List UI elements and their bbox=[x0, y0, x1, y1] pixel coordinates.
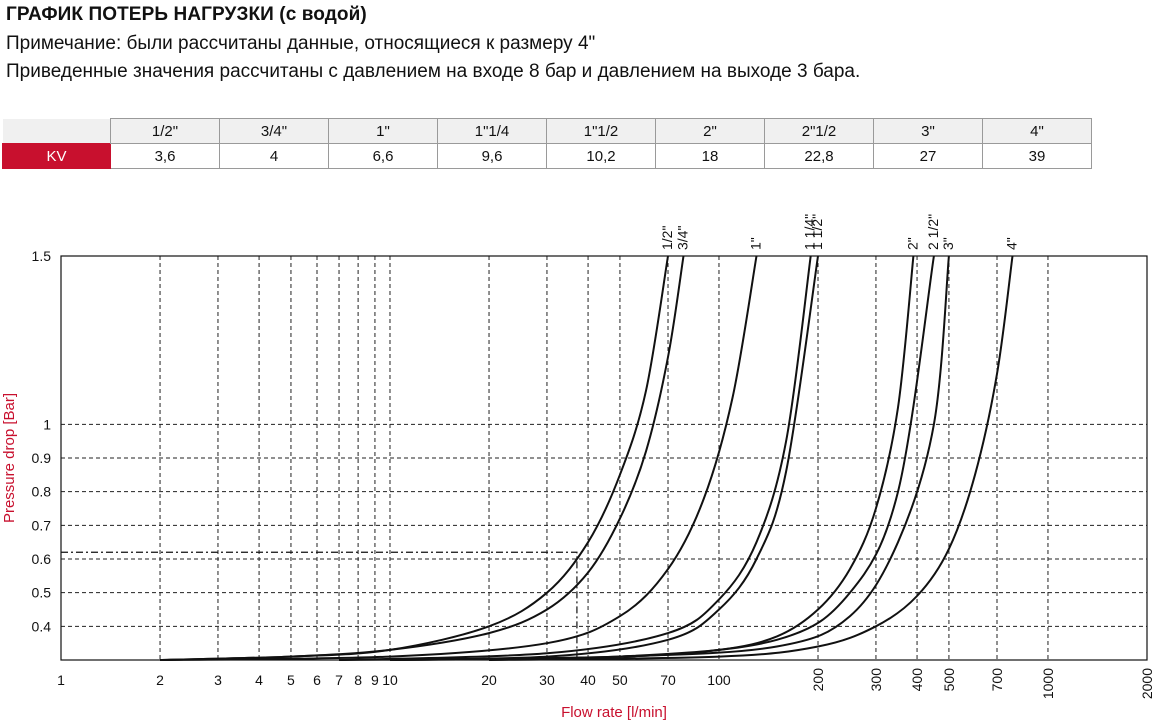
kv-value-cell: 22,8 bbox=[764, 143, 874, 169]
x-tick-label: 5 bbox=[287, 672, 295, 688]
series-label: 3" bbox=[940, 237, 956, 250]
page-title: ГРАФИК ПОТЕРЬ НАГРУЗКИ (с водой) bbox=[6, 4, 367, 25]
x-tick-label: 9 bbox=[371, 672, 379, 688]
kv-size-cell: 4" bbox=[982, 118, 1092, 144]
x-tick-label: 40 bbox=[580, 672, 596, 688]
kv-value-cell: 9,6 bbox=[437, 143, 547, 169]
y-tick-label: 0.8 bbox=[32, 484, 52, 500]
conditions-text: Приведенные значения рассчитаны с давлен… bbox=[6, 61, 861, 82]
kv-value-cell: 18 bbox=[655, 143, 765, 169]
x-tick-label: 10 bbox=[382, 672, 398, 688]
reference-line bbox=[61, 551, 578, 660]
x-tick-label: 70 bbox=[660, 672, 676, 688]
plot-frame bbox=[60, 255, 1148, 661]
kv-row-label: KV bbox=[2, 143, 111, 169]
y-tick-label: 0.6 bbox=[32, 551, 52, 567]
kv-value-cell: 27 bbox=[873, 143, 983, 169]
kv-size-cell: 1"1/4 bbox=[437, 118, 547, 144]
note-text: Примечание: были рассчитаны данные, отно… bbox=[6, 33, 596, 54]
x-tick-label: 300 bbox=[868, 668, 884, 692]
series-label: 2" bbox=[904, 237, 920, 250]
series-line-3 bbox=[338, 255, 812, 661]
kv-value-cell: 10,2 bbox=[546, 143, 656, 169]
series-label: 1 1/2" bbox=[809, 214, 825, 250]
series-label: 1 1/4" bbox=[802, 214, 818, 250]
kv-size-cell: 3" bbox=[873, 118, 983, 144]
series-label: 3/4" bbox=[674, 226, 690, 250]
kv-size-cell: 2"1/2 bbox=[764, 118, 874, 144]
y-axis-label: Pressure drop [Bar] bbox=[1, 393, 18, 523]
series-label: 1" bbox=[747, 237, 763, 250]
x-tick-label: 7 bbox=[335, 672, 343, 688]
x-tick-label: 4 bbox=[255, 672, 263, 688]
y-tick-label: 0.4 bbox=[32, 618, 52, 634]
kv-size-cell: 2" bbox=[655, 118, 765, 144]
x-tick-label: 500 bbox=[941, 668, 957, 692]
kv-size-cell: 1" bbox=[328, 118, 438, 144]
series-label: 4" bbox=[1003, 237, 1019, 250]
kv-value-cell: 6,6 bbox=[328, 143, 438, 169]
x-tick-label: 1000 bbox=[1040, 668, 1056, 699]
x-tick-label: 6 bbox=[313, 672, 321, 688]
kv-size-cell: 1/2" bbox=[110, 118, 220, 144]
kv-size-row: 1/2" 3/4" 1" 1"1/4 1"1/2 2" 2"1/2 3" 4" bbox=[2, 118, 1092, 144]
x-tick-label: 30 bbox=[539, 672, 555, 688]
kv-value-cell: 3,6 bbox=[110, 143, 220, 169]
series-label: 1/2" bbox=[659, 226, 675, 250]
y-tick-label: 0.7 bbox=[32, 517, 52, 533]
series-line-2 bbox=[159, 255, 758, 661]
x-tick-label: 700 bbox=[989, 668, 1005, 692]
y-tick-label: 0.9 bbox=[32, 450, 52, 466]
x-tick-label: 100 bbox=[707, 672, 731, 688]
kv-value-row: KV 3,6 4 6,6 9,6 10,2 18 22,8 27 39 bbox=[2, 143, 1092, 169]
kv-size-cell: 3/4" bbox=[219, 118, 329, 144]
x-tick-label: 2000 bbox=[1139, 668, 1155, 699]
y-tick-label: 0.5 bbox=[32, 585, 52, 601]
x-tick-label: 3 bbox=[214, 672, 222, 688]
x-tick-label: 2 bbox=[156, 672, 164, 688]
x-tick-label: 20 bbox=[481, 672, 497, 688]
y-tick-label: 1 bbox=[43, 416, 51, 432]
y-tick-label: 1.5 bbox=[32, 248, 52, 264]
series-line-1 bbox=[159, 255, 685, 661]
kv-corner-cell bbox=[2, 118, 111, 144]
x-tick-label: 8 bbox=[354, 672, 362, 688]
x-tick-label: 200 bbox=[810, 668, 826, 692]
x-axis-label: Flow rate [l/min] bbox=[561, 704, 667, 720]
series-line-7 bbox=[389, 255, 950, 661]
kv-value-cell: 4 bbox=[219, 143, 329, 169]
pressure-drop-chart: 1/2" 3/4" 1" 1 1/4"1 1/2" 2" 2 1/2" 3" 4" 1 2 3 4 5 6… bbox=[1, 214, 1155, 720]
x-tick-label: 1 bbox=[57, 672, 65, 688]
x-tick-label: 400 bbox=[909, 668, 925, 692]
kv-table: 1/2" 3/4" 1" 1"1/4 1"1/2 2" 2"1/2 3" 4" … bbox=[2, 118, 1092, 169]
kv-size-cell: 1"1/2 bbox=[546, 118, 656, 144]
series-line-8 bbox=[488, 255, 1014, 661]
kv-value-cell: 39 bbox=[982, 143, 1092, 169]
x-tick-label: 50 bbox=[612, 672, 628, 688]
series-label: 2 1/2" bbox=[925, 214, 941, 250]
